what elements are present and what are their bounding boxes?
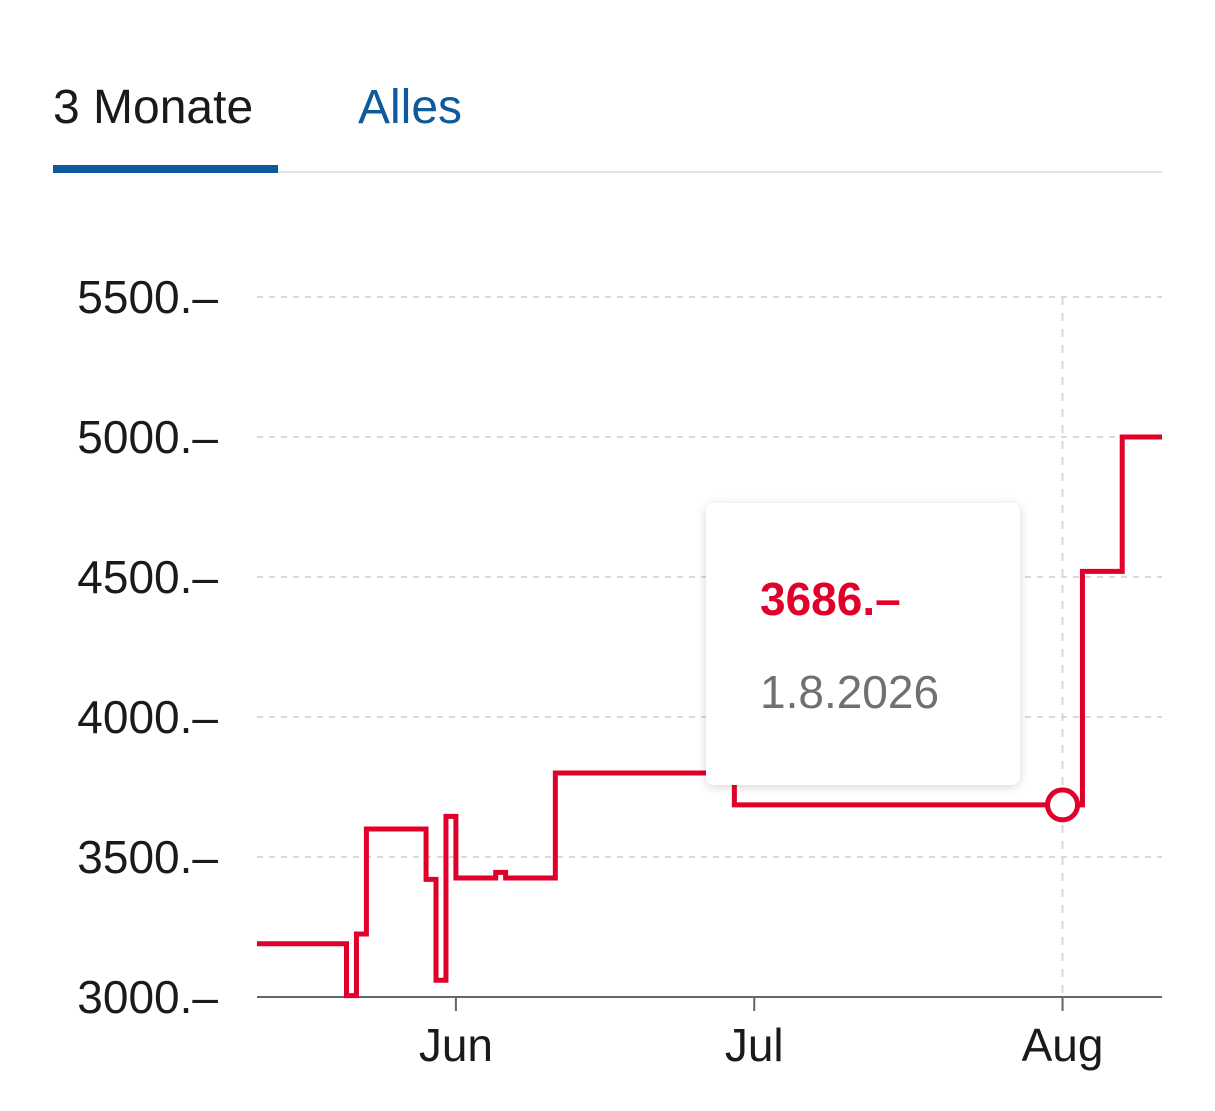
tabs-divider	[53, 171, 1162, 173]
price-point	[443, 813, 449, 819]
y-tick-label: 4500.–	[77, 551, 218, 603]
price-point	[1119, 434, 1125, 440]
y-tick-label: 4000.–	[77, 691, 218, 743]
period-tabs: 3 Monate Alles	[53, 60, 1162, 174]
tooltip-date: 1.8.2026	[760, 666, 940, 718]
x-tick-label: Aug	[1022, 1019, 1104, 1071]
tab-alles[interactable]: Alles	[358, 81, 463, 134]
highlighted-point	[1045, 787, 1081, 823]
price-point	[363, 826, 369, 832]
price-point	[503, 875, 509, 881]
price-tooltip: 3686.– 1.8.2026	[706, 503, 1020, 785]
price-point	[493, 869, 499, 875]
price-point	[731, 802, 737, 808]
price-point	[552, 770, 558, 776]
price-point	[433, 977, 439, 983]
y-tick-label: 5500.–	[77, 271, 218, 323]
price-point	[453, 875, 459, 881]
price-point	[1079, 568, 1085, 574]
price-point	[254, 941, 260, 947]
active-tab-indicator	[53, 165, 278, 173]
price-point	[344, 993, 350, 999]
price-point	[353, 931, 359, 937]
price-series-line	[257, 434, 1162, 999]
price-point	[423, 876, 429, 882]
x-tick-label: Jul	[725, 1019, 784, 1071]
x-tick-label: Jun	[419, 1019, 493, 1071]
tab-3-monate[interactable]: 3 Monate	[53, 81, 254, 134]
y-tick-label: 5000.–	[77, 411, 218, 463]
tooltip-price: 3686.–	[760, 573, 901, 625]
y-tick-label: 3500.–	[77, 831, 218, 883]
y-tick-label: 3000.–	[77, 971, 218, 1023]
price-point	[1159, 434, 1165, 440]
